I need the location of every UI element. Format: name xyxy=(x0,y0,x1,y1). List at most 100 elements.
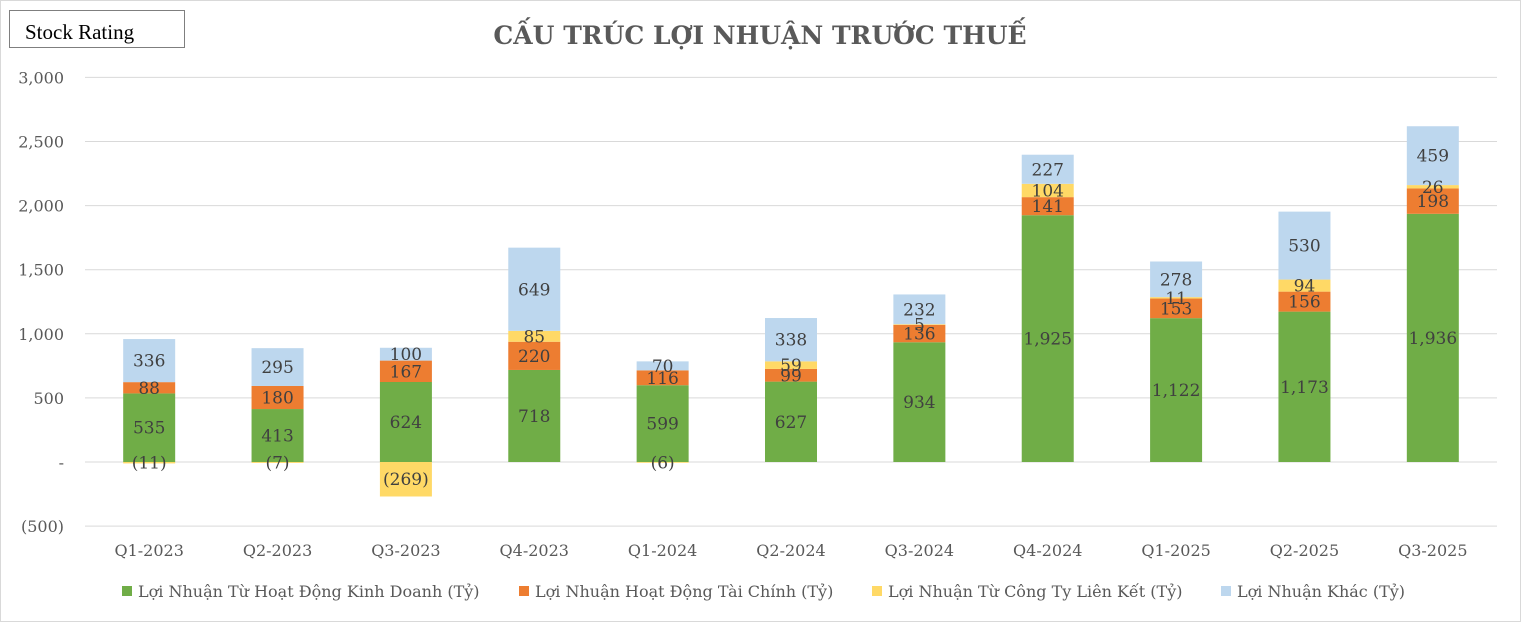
bar-segment xyxy=(893,324,946,325)
bar-segment xyxy=(123,339,176,383)
data-label: 599 xyxy=(646,415,678,435)
data-label: (269) xyxy=(383,470,429,490)
data-label: 85 xyxy=(523,327,545,347)
bar-segment xyxy=(1150,298,1203,319)
bar-segment xyxy=(1150,261,1203,298)
bar-segment xyxy=(1278,279,1331,292)
bar-segment xyxy=(251,385,304,410)
legend-label: Lợi Nhuận Khác (Tỷ) xyxy=(1237,582,1405,601)
bar-segment xyxy=(1278,211,1331,280)
bar-segment xyxy=(1406,213,1459,462)
bar-segment xyxy=(765,318,817,362)
data-label: (6) xyxy=(651,453,675,473)
data-label: 70 xyxy=(652,357,674,377)
x-tick-label: Q3-2025 xyxy=(1398,541,1467,560)
bar-segment xyxy=(1150,318,1203,462)
bar-segment xyxy=(636,385,689,462)
y-tick-label: 2,500 xyxy=(18,133,64,152)
bar-segment xyxy=(636,361,689,371)
x-tick-label: Q1-2024 xyxy=(628,541,697,560)
y-tick-label: 1,500 xyxy=(18,261,64,280)
legend-swatch xyxy=(122,586,132,596)
y-tick-label: (500) xyxy=(21,517,64,536)
data-label: 116 xyxy=(646,369,678,389)
data-label: 227 xyxy=(1032,160,1064,180)
data-label: 94 xyxy=(1294,277,1316,297)
x-tick-label: Q2-2023 xyxy=(243,541,312,560)
data-label: 530 xyxy=(1288,237,1320,257)
data-label: 220 xyxy=(518,347,550,367)
data-label: 649 xyxy=(518,280,550,300)
data-label: 136 xyxy=(903,325,935,345)
legend-label: Lợi Nhuận Từ Hoạt Động Kinh Doanh (Tỷ) xyxy=(138,582,480,601)
legend-label: Lợi Nhuận Từ Công Ty Liên Kết (Tỷ) xyxy=(888,582,1182,601)
data-label: 336 xyxy=(133,352,165,372)
data-label: 232 xyxy=(903,300,935,320)
data-label: 278 xyxy=(1160,270,1192,290)
bar-segment xyxy=(1021,197,1074,216)
bar-segment xyxy=(508,341,561,370)
bar-segment xyxy=(1406,188,1459,214)
data-label: 59 xyxy=(780,356,802,376)
data-label: 141 xyxy=(1032,197,1064,217)
data-label: 413 xyxy=(261,427,293,447)
y-tick-label: 500 xyxy=(33,389,64,408)
x-tick-label: Q2-2025 xyxy=(1270,541,1339,560)
data-label: 1,925 xyxy=(1023,330,1072,350)
bar-segment xyxy=(765,361,817,369)
y-tick-label: - xyxy=(59,453,64,472)
bar-segment xyxy=(893,324,946,343)
bar-segment xyxy=(123,462,176,464)
x-tick-label: Q4-2023 xyxy=(500,541,569,560)
x-tick-label: Q1-2025 xyxy=(1141,541,1210,560)
bar-segment xyxy=(1021,183,1074,198)
data-label: 100 xyxy=(390,345,422,365)
y-tick-label: 2,000 xyxy=(18,197,64,216)
bar-segment xyxy=(251,348,304,386)
bar-segment xyxy=(893,294,946,325)
bar-segment xyxy=(123,393,176,462)
x-tick-label: Q2-2024 xyxy=(756,541,825,560)
data-label: 459 xyxy=(1417,147,1449,167)
data-label: 198 xyxy=(1417,192,1449,212)
bar-segment xyxy=(1021,154,1074,184)
bar-segment xyxy=(765,381,817,462)
data-label: 88 xyxy=(138,379,160,399)
bar-segment xyxy=(508,369,561,462)
x-tick-label: Q4-2024 xyxy=(1013,541,1082,560)
data-label: 180 xyxy=(261,389,293,409)
data-label: (7) xyxy=(265,453,289,473)
bar-segment xyxy=(1278,311,1331,462)
data-label: 624 xyxy=(390,413,422,433)
data-label: 934 xyxy=(903,393,935,413)
bar-segment xyxy=(1021,215,1074,462)
y-tick-label: 1,000 xyxy=(18,325,64,344)
x-tick-label: Q3-2024 xyxy=(885,541,954,560)
data-label: 535 xyxy=(133,419,165,439)
data-label: (11) xyxy=(132,454,167,474)
data-label: 718 xyxy=(518,407,550,427)
data-label: 26 xyxy=(1422,178,1444,198)
data-label: 167 xyxy=(390,362,422,382)
bar-segment xyxy=(251,462,304,463)
bar-segment xyxy=(1406,185,1459,189)
data-label: 1,122 xyxy=(1152,381,1201,401)
bar-segment xyxy=(636,370,689,386)
legend-swatch xyxy=(519,586,529,596)
bar-segment xyxy=(508,330,561,342)
bar-segment xyxy=(379,347,432,361)
data-label: 11 xyxy=(1165,289,1187,309)
legend-label: Lợi Nhuận Hoạt Động Tài Chính (Tỷ) xyxy=(535,582,833,601)
bar-segment xyxy=(123,382,176,394)
bar-segment xyxy=(765,368,817,382)
data-label: 1,936 xyxy=(1408,329,1457,349)
y-tick-label: 3,000 xyxy=(18,68,64,87)
bar-segment xyxy=(508,247,561,331)
bar-segment xyxy=(379,360,432,383)
data-label: 156 xyxy=(1288,293,1320,313)
bar-segment xyxy=(893,342,946,462)
stock-rating-badge[interactable]: Stock Rating xyxy=(9,10,185,48)
bar-segment xyxy=(1406,126,1459,186)
bar-segment xyxy=(379,382,432,462)
